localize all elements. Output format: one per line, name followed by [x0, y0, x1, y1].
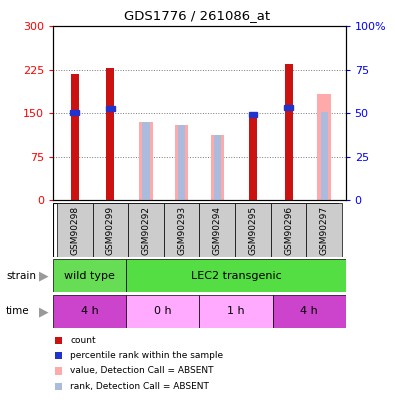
- Bar: [178, 125, 185, 200]
- Bar: [214, 135, 221, 200]
- Bar: [70, 110, 79, 115]
- Text: percentile rank within the sample: percentile rank within the sample: [70, 351, 224, 360]
- Bar: [126, 259, 346, 292]
- Text: GSM90296: GSM90296: [284, 207, 293, 256]
- Bar: [139, 122, 153, 200]
- Text: GSM90292: GSM90292: [141, 207, 150, 256]
- Text: value, Detection Call = ABSENT: value, Detection Call = ABSENT: [70, 367, 214, 375]
- Bar: [199, 202, 235, 257]
- Text: GSM90299: GSM90299: [106, 207, 115, 256]
- Text: rank, Detection Call = ABSENT: rank, Detection Call = ABSENT: [70, 382, 209, 391]
- Text: 0 h: 0 h: [154, 307, 172, 316]
- Bar: [284, 105, 293, 110]
- Bar: [249, 112, 257, 117]
- Bar: [307, 202, 342, 257]
- Bar: [273, 295, 346, 328]
- Text: GSM90297: GSM90297: [320, 207, 329, 256]
- Bar: [71, 74, 79, 200]
- Text: time: time: [6, 307, 30, 316]
- Bar: [235, 202, 271, 257]
- Text: GSM90298: GSM90298: [70, 207, 79, 256]
- Text: ▶: ▶: [39, 305, 48, 318]
- Bar: [271, 202, 307, 257]
- Text: ▶: ▶: [39, 269, 48, 282]
- Bar: [53, 295, 126, 328]
- Text: count: count: [70, 336, 96, 345]
- Bar: [126, 295, 199, 328]
- Bar: [57, 202, 92, 257]
- Text: LEC2 transgenic: LEC2 transgenic: [191, 271, 281, 281]
- Text: GSM90295: GSM90295: [248, 207, 258, 256]
- Bar: [53, 259, 126, 292]
- Text: 4 h: 4 h: [81, 307, 99, 316]
- Bar: [199, 295, 273, 328]
- Text: wild type: wild type: [64, 271, 115, 281]
- Text: 4 h: 4 h: [300, 307, 318, 316]
- Bar: [211, 135, 224, 200]
- Text: strain: strain: [6, 271, 36, 281]
- Text: 1 h: 1 h: [227, 307, 245, 316]
- Bar: [106, 107, 115, 111]
- Bar: [285, 64, 293, 200]
- Bar: [249, 115, 257, 200]
- Bar: [321, 112, 328, 200]
- Bar: [164, 202, 199, 257]
- Text: GDS1776 / 261086_at: GDS1776 / 261086_at: [124, 9, 271, 22]
- Bar: [92, 202, 128, 257]
- Bar: [318, 94, 331, 200]
- Bar: [143, 122, 150, 200]
- Bar: [128, 202, 164, 257]
- Bar: [106, 68, 114, 200]
- Text: GSM90294: GSM90294: [213, 207, 222, 256]
- Text: GSM90293: GSM90293: [177, 207, 186, 256]
- Bar: [175, 125, 188, 200]
